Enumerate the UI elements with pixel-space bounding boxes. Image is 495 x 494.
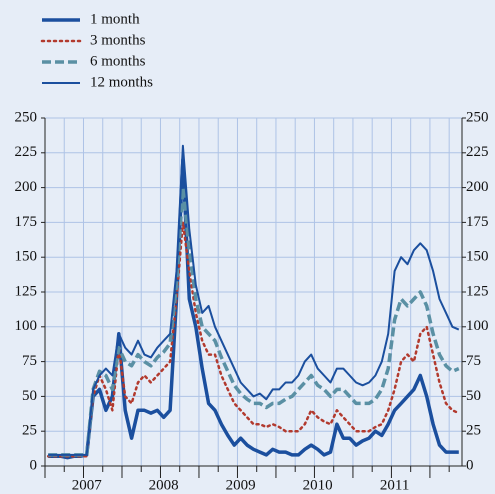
x-tick-label: 2009 (226, 477, 256, 493)
y2-tick-label: 50 (466, 388, 481, 404)
series-line (48, 144, 460, 456)
y2-tick-label: 75 (466, 353, 481, 369)
y-tick-label: 50 (22, 388, 37, 404)
y2-tick-label: 150 (466, 249, 489, 265)
x-tick-label: 2010 (303, 477, 333, 493)
series-line (48, 185, 460, 457)
legend-label: 1 month (90, 11, 140, 27)
x-tick-label: 2011 (380, 477, 409, 493)
legend-label: 6 months (90, 53, 146, 69)
x-tick-label: 2007 (72, 477, 103, 493)
y-tick-label: 75 (22, 353, 37, 369)
y2-tick-label: 225 (466, 144, 489, 160)
y-tick-label: 225 (15, 144, 38, 160)
y-tick-label: 250 (15, 109, 38, 125)
x-tick-label: 2008 (149, 477, 179, 493)
legend-label: 3 months (90, 32, 146, 48)
y2-tick-label: 0 (466, 457, 474, 473)
legend-label: 12 months (90, 74, 153, 90)
y-tick-label: 0 (30, 457, 38, 473)
y-tick-label: 200 (15, 179, 38, 195)
y-tick-label: 175 (15, 214, 38, 230)
y2-tick-label: 200 (466, 179, 489, 195)
y-tick-label: 150 (15, 249, 38, 265)
y2-tick-label: 100 (466, 318, 489, 334)
y-tick-label: 25 (22, 423, 37, 439)
series-line (48, 158, 459, 460)
y2-tick-label: 250 (466, 109, 489, 125)
y2-tick-label: 175 (466, 214, 489, 230)
y-tick-label: 125 (15, 283, 38, 299)
y2-tick-label: 25 (466, 423, 481, 439)
y-tick-label: 100 (15, 318, 38, 334)
series-line (46, 221, 461, 458)
y2-tick-label: 125 (466, 283, 489, 299)
